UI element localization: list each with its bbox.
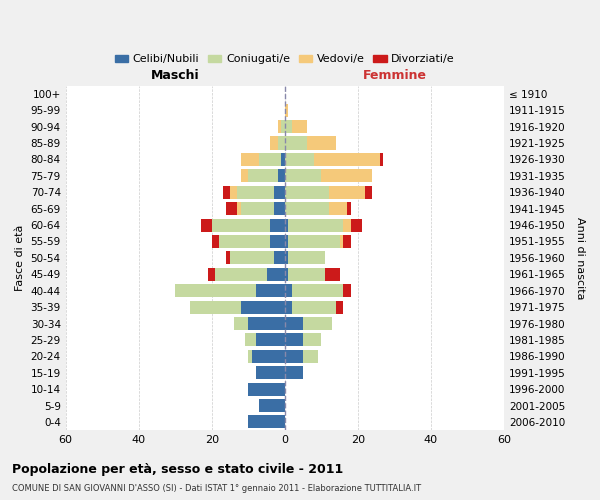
Bar — [278, 170, 285, 182]
Bar — [259, 153, 281, 166]
Bar — [340, 235, 343, 248]
Text: COMUNE DI SAN GIOVANNI D'ASSO (SI) - Dati ISTAT 1° gennaio 2011 - Elaborazione T: COMUNE DI SAN GIOVANNI D'ASSO (SI) - Dat… — [12, 484, 421, 493]
Bar — [208, 268, 215, 281]
Bar — [285, 334, 303, 346]
Bar — [238, 202, 241, 215]
Bar — [336, 300, 343, 314]
Bar — [230, 186, 238, 199]
Bar — [285, 366, 303, 380]
Bar — [274, 202, 285, 215]
Bar — [252, 350, 285, 363]
Bar — [329, 186, 365, 199]
Bar — [248, 382, 285, 396]
Bar — [285, 202, 329, 215]
Bar — [266, 268, 285, 281]
Y-axis label: Anni di nascita: Anni di nascita — [575, 216, 585, 299]
Bar — [278, 136, 285, 149]
Bar — [270, 218, 285, 232]
Bar — [270, 136, 278, 149]
Bar — [278, 120, 281, 133]
Bar — [259, 399, 285, 412]
Bar — [248, 416, 285, 428]
Bar — [223, 186, 230, 199]
Bar — [281, 120, 285, 133]
Bar — [343, 235, 350, 248]
Bar — [325, 268, 340, 281]
Bar — [285, 186, 329, 199]
Bar — [292, 300, 336, 314]
Bar — [238, 186, 274, 199]
Bar — [289, 268, 325, 281]
Bar — [347, 202, 350, 215]
Bar — [248, 317, 285, 330]
Bar — [201, 218, 212, 232]
Bar — [245, 334, 256, 346]
Bar — [175, 284, 256, 298]
Bar — [285, 218, 289, 232]
Bar — [303, 350, 317, 363]
Bar — [380, 153, 383, 166]
Bar — [289, 235, 340, 248]
Bar — [329, 202, 347, 215]
Bar — [343, 284, 350, 298]
Bar — [241, 202, 274, 215]
Bar — [292, 120, 307, 133]
Bar — [230, 252, 274, 264]
Bar — [212, 218, 270, 232]
Bar — [285, 104, 289, 117]
Bar — [303, 317, 332, 330]
Bar — [212, 235, 219, 248]
Bar — [350, 218, 362, 232]
Bar — [285, 170, 322, 182]
Bar — [289, 252, 325, 264]
Text: Femmine: Femmine — [362, 70, 427, 82]
Bar — [233, 317, 248, 330]
Bar — [241, 153, 259, 166]
Bar — [241, 170, 248, 182]
Bar — [314, 153, 380, 166]
Bar — [285, 235, 289, 248]
Bar — [285, 317, 303, 330]
Text: Popolazione per età, sesso e stato civile - 2011: Popolazione per età, sesso e stato civil… — [12, 462, 343, 475]
Bar — [343, 218, 350, 232]
Bar — [285, 136, 307, 149]
Legend: Celibi/Nubili, Coniugati/e, Vedovi/e, Divorziati/e: Celibi/Nubili, Coniugati/e, Vedovi/e, Di… — [110, 50, 459, 68]
Bar — [274, 186, 285, 199]
Bar — [303, 334, 322, 346]
Bar — [322, 170, 373, 182]
Bar — [307, 136, 336, 149]
Bar — [256, 334, 285, 346]
Bar — [219, 235, 270, 248]
Bar — [281, 153, 285, 166]
Bar — [248, 170, 278, 182]
Bar — [190, 300, 241, 314]
Bar — [289, 218, 343, 232]
Bar — [256, 366, 285, 380]
Bar — [285, 284, 292, 298]
Bar — [285, 300, 292, 314]
Bar — [365, 186, 373, 199]
Text: Maschi: Maschi — [151, 70, 200, 82]
Y-axis label: Fasce di età: Fasce di età — [15, 224, 25, 291]
Bar — [274, 252, 285, 264]
Bar — [248, 350, 252, 363]
Bar — [285, 268, 289, 281]
Bar — [215, 268, 266, 281]
Bar — [285, 252, 289, 264]
Bar — [285, 153, 314, 166]
Bar — [285, 120, 292, 133]
Bar — [285, 350, 303, 363]
Bar — [226, 202, 238, 215]
Bar — [226, 252, 230, 264]
Bar — [256, 284, 285, 298]
Bar — [292, 284, 343, 298]
Bar — [270, 235, 285, 248]
Bar — [241, 300, 285, 314]
